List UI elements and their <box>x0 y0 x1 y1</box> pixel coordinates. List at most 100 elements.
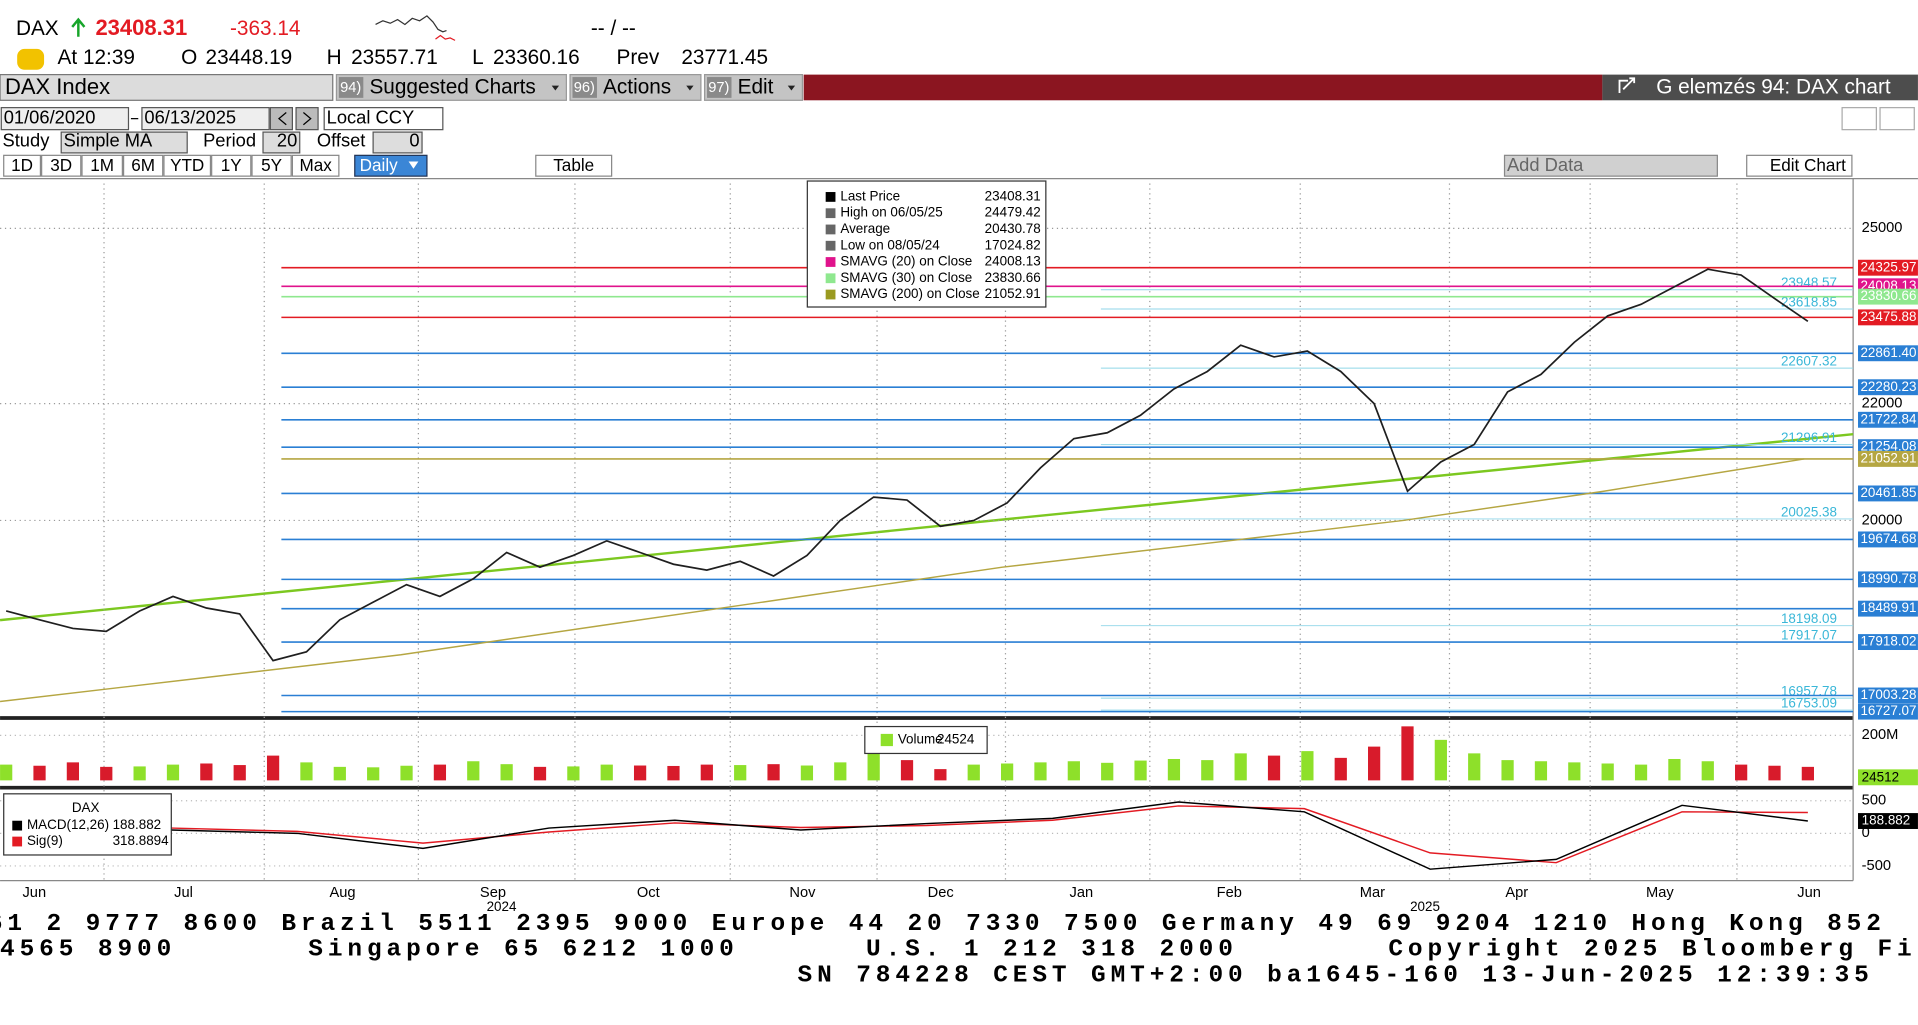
legend-value: 24008.13 <box>985 254 1041 269</box>
volume-bar <box>333 766 346 781</box>
volume-bar <box>800 765 814 781</box>
symbol: DAX <box>16 17 59 40</box>
macd-line <box>171 801 1808 870</box>
range-button[interactable] <box>163 154 212 177</box>
redo-button[interactable] <box>1879 107 1915 131</box>
volume-bar <box>433 764 447 781</box>
x-tick-label: Sep <box>480 885 506 901</box>
menu-number: 94) <box>340 80 361 96</box>
prev-icon <box>277 112 287 126</box>
menu-number-badge <box>572 77 597 98</box>
range-button[interactable] <box>3 154 42 177</box>
undo-button[interactable] <box>1841 107 1877 131</box>
volume-bar <box>1434 739 1447 781</box>
range-button[interactable] <box>291 154 340 177</box>
edit-chart-button[interactable] <box>1746 154 1853 177</box>
volume-bar <box>1801 766 1814 781</box>
volume-bar <box>734 765 747 781</box>
price-line <box>5 268 1809 662</box>
volume-bar <box>1735 764 1748 781</box>
macd-tick-label: 500 <box>1862 793 1886 809</box>
next-button[interactable] <box>295 107 319 131</box>
sparkline-today <box>435 34 456 41</box>
start-date[interactable] <box>0 107 130 131</box>
legend-value: 24479.42 <box>985 205 1041 220</box>
table-button[interactable] <box>535 154 613 177</box>
currency-field[interactable] <box>323 107 444 131</box>
study-field[interactable] <box>60 131 188 154</box>
end-date[interactable] <box>141 107 270 131</box>
volume-legend-name: Volume <box>898 732 943 747</box>
prev-button[interactable] <box>269 107 293 131</box>
year-label: 2025 <box>1410 899 1440 914</box>
volume-bar <box>567 766 580 781</box>
y-tick-label: 22000 <box>1862 395 1903 411</box>
y-tick-label: 25000 <box>1862 220 1903 236</box>
next-icon <box>302 112 312 126</box>
volume-bar <box>1468 753 1481 781</box>
volume-tick-label: 200M <box>1862 727 1899 743</box>
x-tick-label: Apr <box>1505 885 1528 901</box>
currency: Local CCY <box>327 106 415 127</box>
volume-bar <box>1034 762 1047 781</box>
level-annotation: 18198.09 <box>1781 611 1837 626</box>
level-annotation: 23618.85 <box>1781 294 1837 309</box>
level-label: 21254.08 <box>1860 439 1916 454</box>
legend-swatch <box>825 273 836 284</box>
window-title: G elemzés 94: DAX chart <box>1656 76 1891 99</box>
range-button[interactable] <box>41 154 82 177</box>
menu-button[interactable] <box>335 74 567 101</box>
macd-legend-value: 188.882 <box>113 817 162 832</box>
volume-bar <box>1368 746 1381 781</box>
volume-bar <box>1334 757 1347 781</box>
menu-label: Suggested Charts <box>369 76 535 99</box>
macd-legend <box>3 793 172 856</box>
footer-line: 61 2 9777 8600 Brazil 5511 2395 9000 Eur… <box>0 911 1886 938</box>
sparkline <box>375 15 447 33</box>
frequency-button[interactable] <box>354 154 428 177</box>
footer-line: U.S. 1 212 318 2000 <box>866 937 1238 964</box>
x-tick-label: Dec <box>928 885 954 901</box>
volume-bar <box>233 765 246 781</box>
level-label: 20461.85 <box>1860 485 1916 500</box>
x-tick-label: Feb <box>1217 885 1242 901</box>
range-button[interactable] <box>122 154 164 177</box>
x-tick-label: Aug <box>329 885 355 901</box>
range-button[interactable] <box>251 154 292 177</box>
security-field[interactable] <box>0 74 334 101</box>
last-price: 23408.31 <box>95 15 187 40</box>
add-data-field[interactable] <box>1503 154 1718 177</box>
popout-icon <box>1618 77 1636 93</box>
footer-line: Copyright 2025 Bloomberg Fi <box>1388 937 1916 964</box>
level-label-box <box>1858 288 1918 305</box>
level-label: 22280.23 <box>1860 379 1916 394</box>
x-tick-label: Jun <box>22 885 46 901</box>
range-button[interactable] <box>81 154 123 177</box>
level-label-box <box>1858 259 1918 276</box>
dropdown-arrow <box>551 85 560 91</box>
x-tick-label: Nov <box>789 885 816 901</box>
period-field[interactable] <box>262 131 301 154</box>
volume-bar <box>467 761 480 781</box>
volume-bar <box>1234 753 1247 781</box>
volume-label-box <box>1858 769 1918 786</box>
quote-low-label: L <box>472 46 484 69</box>
volume-bar <box>1501 760 1514 781</box>
menu-number-badge <box>707 77 732 98</box>
sig-legend-name: Sig(9) <box>27 833 63 848</box>
legend-swatch <box>12 820 23 831</box>
volume-bar <box>1768 765 1781 781</box>
offset-field[interactable] <box>372 131 423 154</box>
legend-value: 23408.31 <box>985 188 1041 203</box>
legend <box>806 180 1047 308</box>
title-bar <box>803 74 1603 101</box>
y-tick-label: 20000 <box>1862 512 1903 528</box>
volume-bar <box>533 766 547 781</box>
add-data: Add Data <box>1507 154 1584 175</box>
volume-bar <box>0 764 13 781</box>
volume-legend-value: 24524 <box>937 732 975 747</box>
range-button[interactable] <box>211 154 252 177</box>
level-label: 18990.78 <box>1860 571 1916 586</box>
volume-bar <box>1701 761 1714 781</box>
quote-high: 23557.71 <box>351 46 438 69</box>
